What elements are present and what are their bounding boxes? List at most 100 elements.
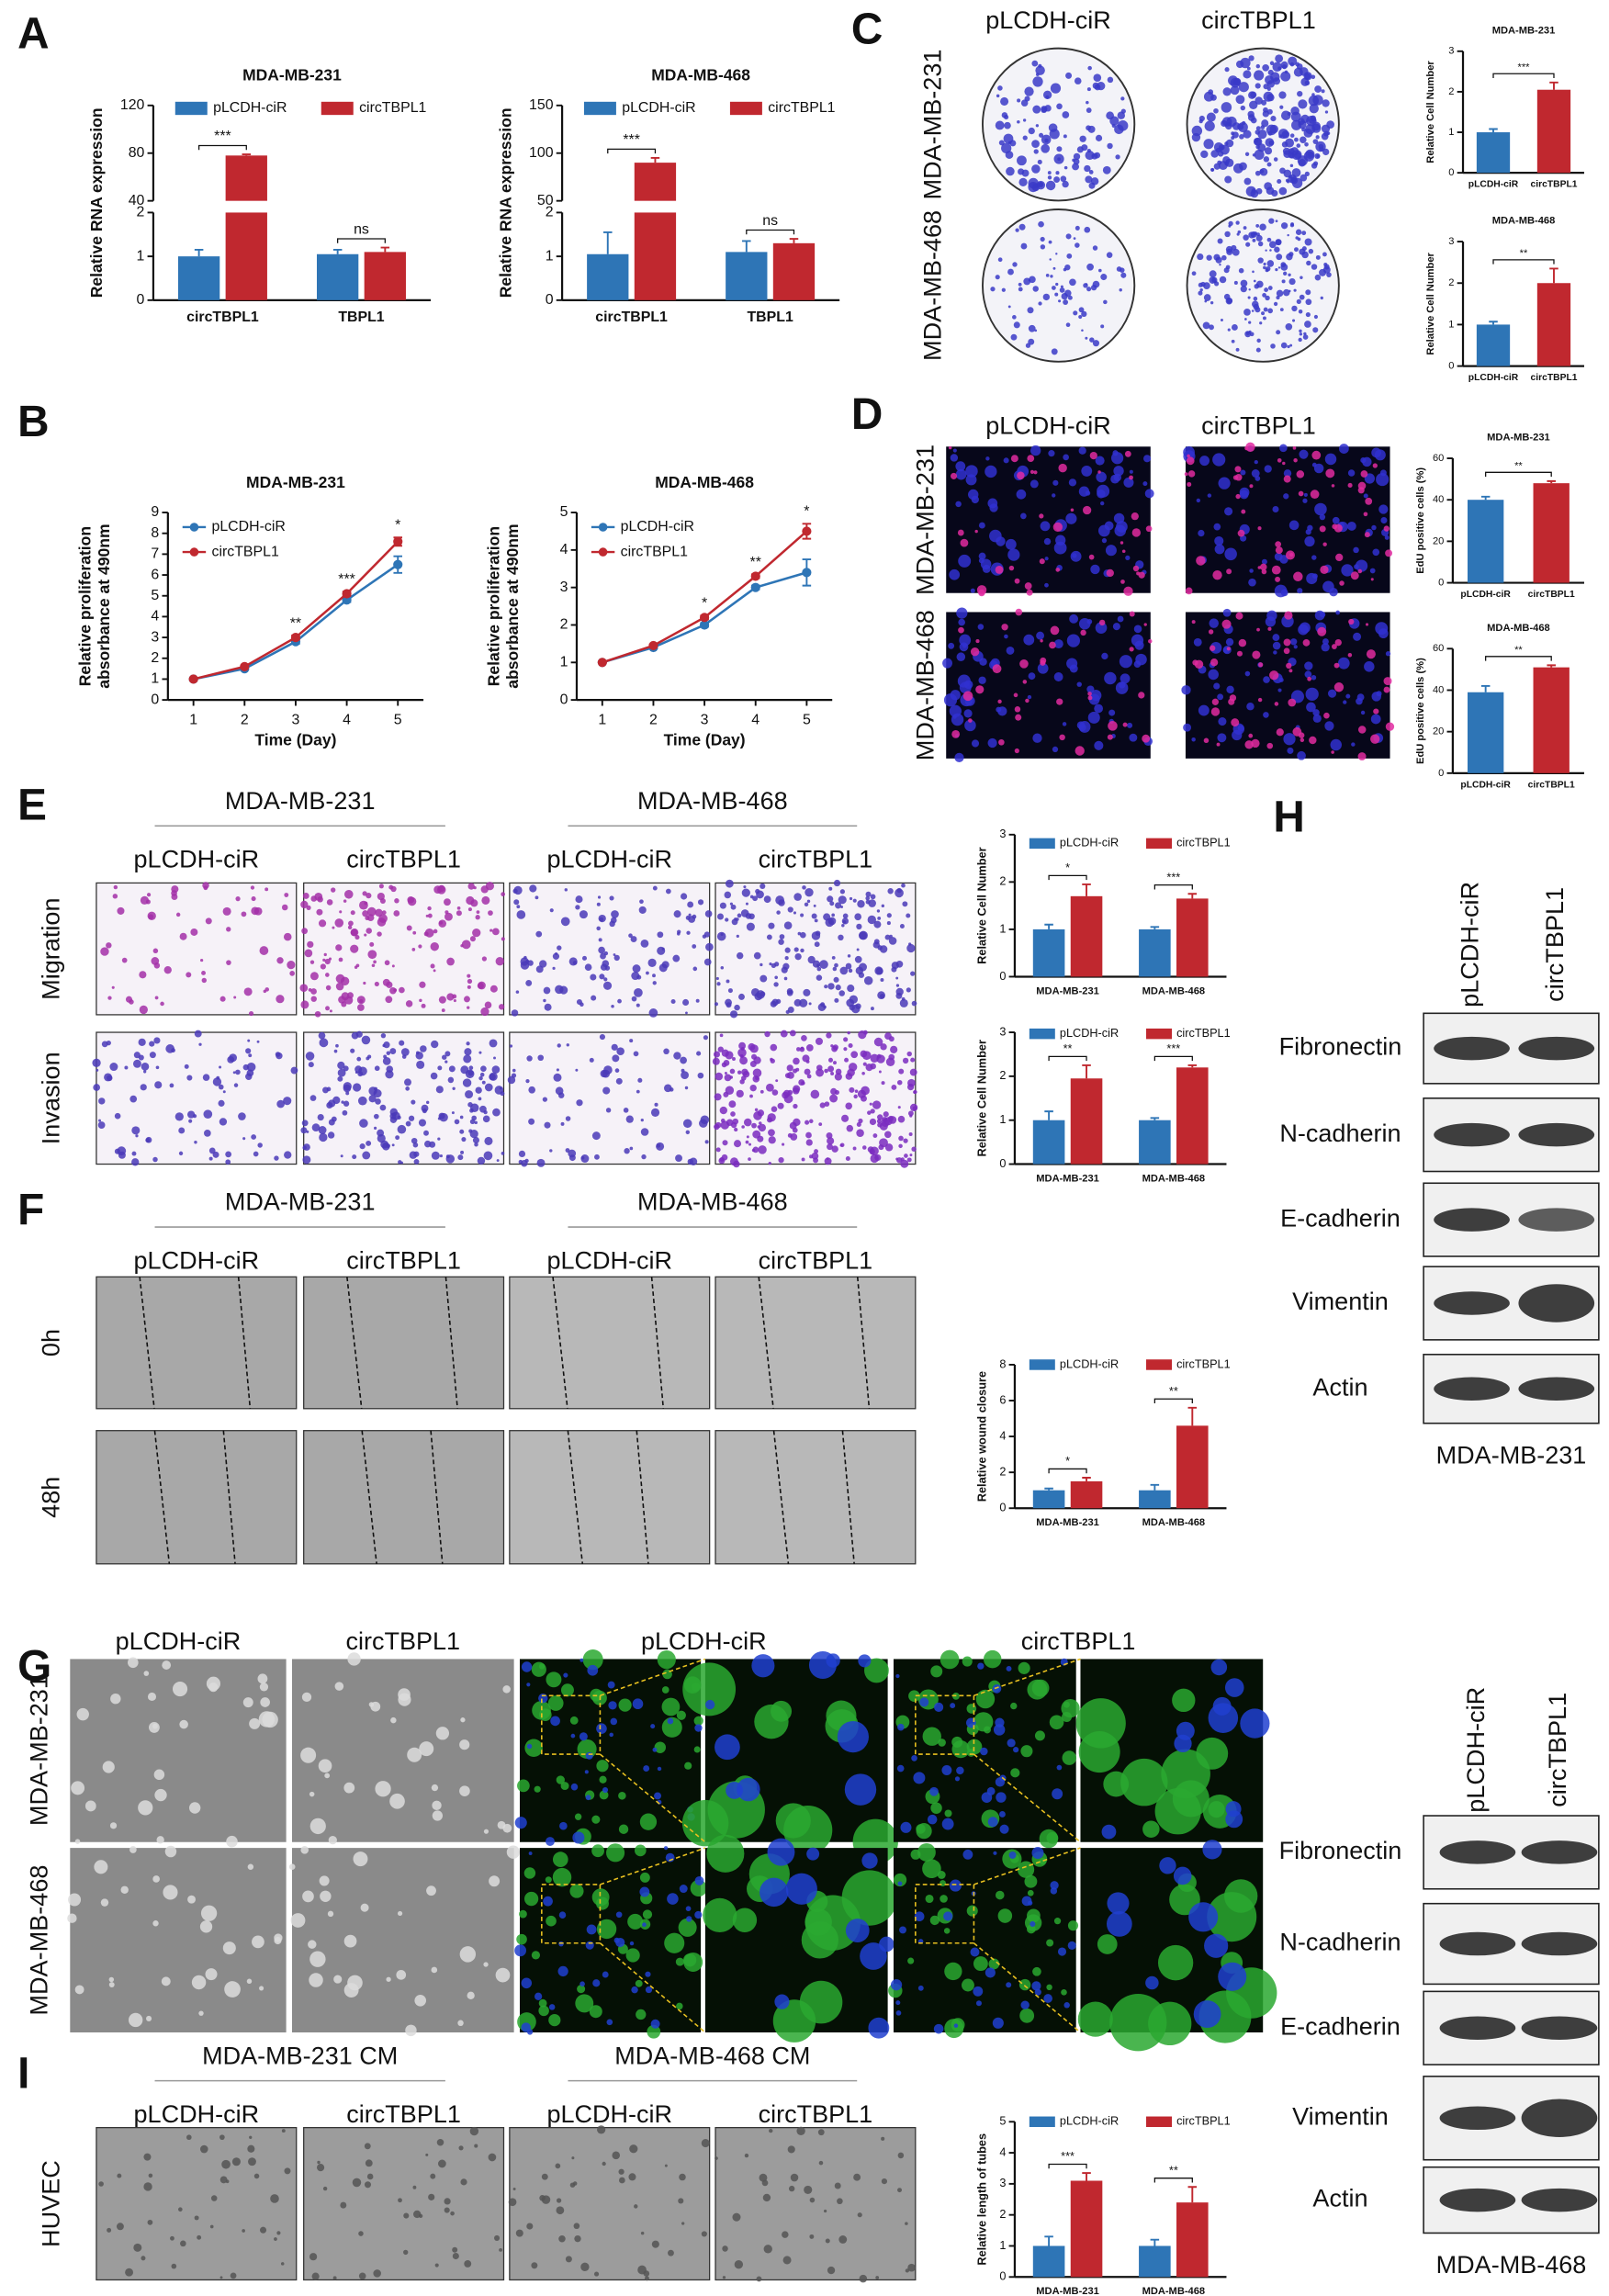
texture-dot <box>145 899 151 905</box>
texture-dot <box>1193 2000 1221 2028</box>
texture-dot <box>613 953 616 956</box>
texture-dot <box>1052 746 1059 753</box>
texture-dot <box>1261 558 1267 565</box>
texture-dot <box>138 1054 144 1061</box>
texture-dot <box>1003 133 1014 144</box>
x-tick-label: 1 <box>189 713 197 728</box>
blot-band <box>1434 1291 1510 1315</box>
texture-dot <box>841 924 845 928</box>
texture-dot <box>685 1906 692 1912</box>
texture-dot <box>1339 444 1349 454</box>
texture-dot <box>636 1089 640 1094</box>
texture-dot <box>1260 563 1267 571</box>
significance-label: ** <box>750 555 761 570</box>
texture-dot <box>389 986 397 995</box>
texture-dot <box>1097 524 1110 537</box>
texture-dot <box>474 2144 478 2148</box>
texture-dot <box>472 928 481 938</box>
texture-dot <box>337 1075 343 1082</box>
texture-dot <box>359 999 364 1004</box>
texture-dot <box>1249 100 1258 110</box>
texture-dot <box>597 895 602 899</box>
y-tick-label: 20 <box>1433 535 1444 546</box>
texture-dot <box>1244 740 1254 749</box>
blot-band <box>1434 1208 1510 1232</box>
texture-dot <box>748 913 755 920</box>
texture-dot <box>940 1880 947 1887</box>
texture-dot <box>757 1109 765 1117</box>
texture-dot <box>543 986 551 995</box>
texture-dot <box>1383 677 1392 686</box>
texture-dot <box>843 1047 848 1052</box>
texture-dot <box>172 1681 188 1697</box>
texture-dot <box>248 1010 254 1017</box>
texture-dot <box>1186 456 1195 466</box>
texture-dot <box>688 913 692 917</box>
texture-dot <box>1089 451 1097 460</box>
texture-dot <box>859 2274 868 2283</box>
texture-dot <box>526 2223 534 2230</box>
texture-dot <box>365 2159 373 2167</box>
texture-dot <box>950 1703 956 1709</box>
texture-dot <box>475 915 480 920</box>
texture-dot <box>1353 632 1362 641</box>
protein-label: Fibronectin <box>1279 1837 1402 1864</box>
texture-dot <box>1232 77 1242 86</box>
texture-dot <box>1291 168 1301 177</box>
texture-dot <box>1085 490 1091 496</box>
y-tick-label: 120 <box>120 97 145 113</box>
texture-dot <box>574 2234 581 2243</box>
texture-dot <box>908 1690 920 1703</box>
texture-dot <box>319 1132 328 1142</box>
texture-dot <box>694 1910 703 1919</box>
texture-dot <box>1282 461 1286 466</box>
texture-dot <box>1030 445 1041 456</box>
texture-dot <box>366 906 377 917</box>
texture-dot <box>596 926 601 931</box>
y-tick-label: 0 <box>1448 167 1454 178</box>
texture-dot <box>1010 455 1018 463</box>
texture-dot <box>366 1056 370 1061</box>
texture-dot <box>378 884 384 889</box>
texture-dot <box>1298 490 1304 497</box>
texture-dot <box>1018 282 1022 287</box>
texture-dot <box>692 944 697 949</box>
texture-dot <box>717 1046 724 1052</box>
texture-dot <box>1069 278 1076 287</box>
texture-dot <box>861 1852 878 1869</box>
texture-dot <box>302 893 309 899</box>
texture-dot <box>1298 337 1302 343</box>
texture-dot <box>1145 1975 1159 1990</box>
texture-dot <box>356 1056 362 1062</box>
texture-dot <box>809 1154 814 1159</box>
texture-dot <box>556 2198 562 2203</box>
texture-dot <box>989 503 998 512</box>
zoom-line <box>973 1942 1081 2033</box>
texture-dot <box>219 1118 228 1126</box>
texture-dot <box>1282 147 1290 155</box>
texture-dot <box>1238 638 1247 647</box>
texture-dot <box>335 982 344 991</box>
texture-dot <box>575 1068 579 1072</box>
texture-dot <box>1257 697 1263 703</box>
texture-dot <box>1061 1989 1067 1996</box>
texture-dot <box>1142 481 1148 487</box>
texture-dot <box>467 1102 473 1108</box>
texture-dot <box>412 2185 417 2189</box>
texture-dot <box>1052 522 1063 532</box>
texture-dot <box>1224 141 1229 146</box>
texture-dot <box>233 996 237 999</box>
texture-dot <box>875 2276 880 2279</box>
texture-dot <box>1259 321 1263 325</box>
texture-dot <box>884 934 891 940</box>
texture-dot <box>1133 660 1142 668</box>
texture-dot <box>96 1068 99 1072</box>
texture-dot <box>366 893 372 899</box>
x-axis-label: Time (Day) <box>254 730 336 748</box>
texture-dot <box>1056 698 1063 705</box>
texture-dot <box>534 1992 543 2000</box>
texture-dot <box>430 963 435 969</box>
lane-label: pLCDH-ciR <box>1457 882 1484 1007</box>
texture-dot <box>843 1037 849 1042</box>
texture-dot <box>249 1717 261 1729</box>
